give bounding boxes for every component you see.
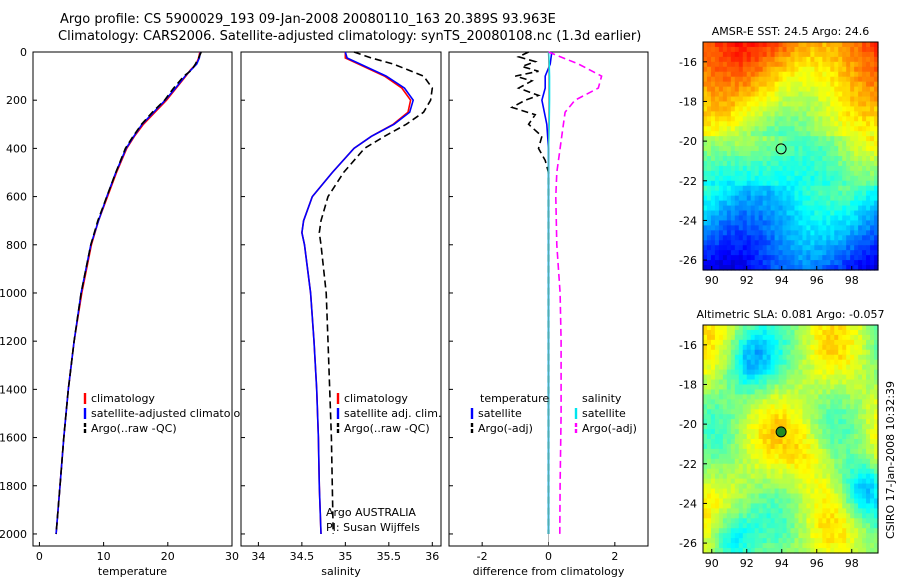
y-tick-label: 1000 [0,287,27,300]
map-panel-sst-map: 90 92 94 96 98 -16 -18 -20 -22 -24 -26 AMSR-E SST: … [679,25,879,287]
argo-position-marker [775,143,787,155]
y-tick-label: -20 [679,135,697,148]
x-tick-label: 98 [845,274,859,287]
profile-panel-temperature: 0 200 400 600 800 1000 1200 1400 1600 1800 2000 0 10… [0,46,254,578]
y-tick-label: -22 [679,175,697,188]
legend-label: climatology [91,392,155,405]
map-title: AMSR-E SST: 24.5 Argo: 24.6 [712,25,870,38]
annotation-argo-australia: Argo AUSTRALIA [326,506,416,519]
map-panel-sla-map: 90 92 94 96 98 -16 -18 -20 -22 -24 -26 Altimetric S… [679,308,884,570]
y-tick-label: -26 [679,254,697,267]
map-raster [703,42,879,271]
x-tick-label: 94 [775,557,789,570]
x-tick-label: 35 [338,550,352,563]
legend-label: satellite [582,407,626,420]
x-tick-label: 94 [775,274,789,287]
axes-frame [240,51,442,547]
figure-title-line-2: Climatology: CARS2006. Satellite-adjuste… [58,29,642,44]
legend-label: Argo(..raw -QC) [91,422,177,435]
y-tick-label: 600 [6,191,27,204]
legend-label: satellite adj. clim. [344,407,441,420]
x-tick-label: 2 [611,550,618,563]
x-axis-label: difference from climatology [473,565,625,578]
y-tick-label: -20 [679,418,697,431]
y-tick-label: 1600 [0,432,27,445]
x-tick-label: 90 [705,274,719,287]
map-frame [702,41,879,271]
x-tick-label: 0 [545,550,552,563]
y-tick-label: 1400 [0,383,27,396]
x-tick-label: 92 [740,557,754,570]
x-tick-label: 35.5 [377,550,402,563]
legend-heading-salinity: salinity [582,392,622,405]
legend-label: Argo(-adj) [478,422,533,435]
x-tick-label: 98 [845,557,859,570]
map-raster [703,325,879,554]
x-tick-label: 96 [810,557,824,570]
x-axis-label: temperature [98,565,167,578]
x-tick-label: 90 [705,557,719,570]
series-line-argo [55,51,202,535]
legend-label: Argo(-adj) [582,422,637,435]
x-axis-label: salinity [321,565,361,578]
y-tick-label: 1800 [0,480,27,493]
y-tick-label: -16 [679,339,697,352]
argo-position-marker [775,426,787,438]
figure-title-line-1: Argo profile: CS 5900029_193 09-Jan-2008… [60,12,556,27]
y-tick-label: -18 [679,378,697,391]
x-tick-label: 20 [161,550,175,563]
x-tick-label: 10 [97,550,111,563]
legend-label: satellite-adjusted climatology [91,407,254,420]
legend-heading-temperature: temperature [480,392,549,405]
x-tick-label: 96 [810,274,824,287]
map-frame [702,324,879,554]
y-tick-label: -24 [679,214,697,227]
x-tick-label: 34.5 [290,550,315,563]
map-title: Altimetric SLA: 0.081 Argo: -0.057 [697,308,885,321]
x-tick-label: -2 [477,550,488,563]
profile-panel-difference: -2 0 2 difference from climatology temperatu… [448,51,649,578]
y-tick-label: -22 [679,458,697,471]
y-tick-label: -16 [679,56,697,69]
series-line-sat [301,51,415,535]
y-tick-label: 1200 [0,335,27,348]
legend-label: satellite [478,407,522,420]
y-tick-label: 800 [6,239,27,252]
annotation-pi: PI: Susan Wijffels [326,521,420,534]
legend-label: Argo(..raw -QC) [344,422,430,435]
y-tick-label: -26 [679,537,697,550]
y-tick-label: -24 [679,497,697,510]
series-line-argo_sal [548,51,603,535]
y-tick-label: 200 [6,94,27,107]
y-tick-label: 0 [20,46,27,59]
y-tick-label: -18 [679,95,697,108]
x-tick-label: 92 [740,274,754,287]
x-tick-label: 0 [36,550,43,563]
series-line-argo [318,51,434,535]
x-tick-label: 30 [225,550,239,563]
y-tick-label: 2000 [0,528,27,541]
profile-panel-salinity: 34 34.5 35 35.5 36 salinity climatology satelli… [240,51,442,578]
axes-frame [32,51,233,547]
footer-stamp: CSIRO 17-Jan-2008 10:32:39 [884,381,897,539]
y-tick-label: 400 [6,142,27,155]
x-tick-label: 36 [425,550,439,563]
legend-label: climatology [344,392,408,405]
x-tick-label: 34 [251,550,265,563]
